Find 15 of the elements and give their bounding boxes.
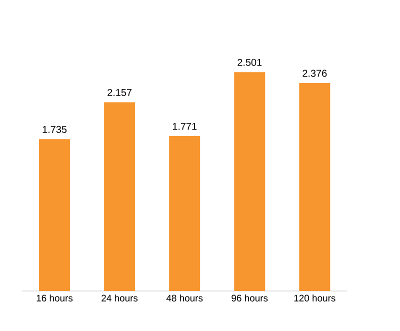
data-label: 1.771 (172, 122, 197, 130)
x-tick-label: 48 hours (166, 294, 203, 302)
bar (234, 72, 266, 291)
x-tick-label: 24 hours (102, 294, 138, 302)
x-tick-label: 96 hours (232, 294, 268, 302)
data-label: 1.735 (42, 126, 67, 133)
x-tick-label: 16 hours (36, 294, 73, 302)
bar (169, 136, 200, 291)
data-label: 2.157 (108, 88, 132, 96)
x-tick-label: 120 hours (294, 294, 336, 302)
bar (104, 102, 136, 291)
data-label: 2.376 (302, 70, 327, 77)
bar (299, 83, 330, 291)
data-label: 2.501 (238, 58, 262, 66)
bar (39, 139, 70, 291)
